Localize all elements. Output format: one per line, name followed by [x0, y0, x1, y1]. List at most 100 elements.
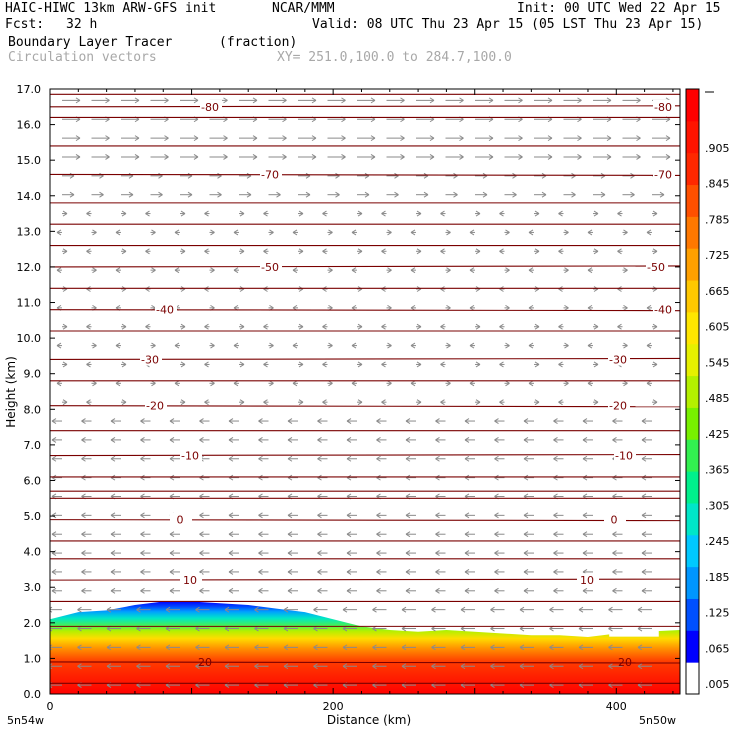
vector-arrowhead [623, 267, 628, 274]
vector-arrowhead [69, 191, 75, 198]
vector-arrowhead [416, 323, 422, 330]
vector-arrowhead [416, 399, 422, 406]
vector-arrowhead [228, 512, 234, 519]
isotherm-label: -20 [146, 400, 164, 413]
vector-arrowhead [469, 229, 475, 236]
vector-arrowhead [346, 418, 352, 424]
isotherm-label-bg [614, 448, 636, 462]
vector-arrowhead [228, 531, 234, 538]
vector-arrowhead [652, 361, 658, 368]
isotherm-line [50, 661, 680, 664]
vector-arrowhead [341, 135, 346, 142]
vector-arrowhead [287, 569, 293, 575]
vector-arrowhead [50, 644, 53, 651]
vector-arrowhead [564, 267, 569, 274]
vector-arrowhead [199, 531, 204, 538]
vector-arrowhead [317, 531, 322, 538]
vector-arrowhead [435, 512, 440, 519]
vector-arrowhead [283, 644, 289, 651]
vector-arrowhead [553, 455, 558, 462]
vector-arrowhead [239, 248, 245, 255]
vector-arrowhead [381, 323, 386, 330]
vector-arrowhead [547, 154, 553, 160]
vector-arrowhead [140, 455, 145, 462]
header-fcst-value: 32 h [66, 17, 98, 32]
colorbar-swatch [686, 152, 699, 186]
vector-arrowhead [342, 663, 348, 670]
colorbar-swatch [686, 120, 699, 154]
vector-arrowhead [488, 135, 494, 142]
vector-arrowhead [263, 210, 268, 217]
vector-arrowhead [351, 267, 357, 274]
vector-arrowhead [121, 323, 127, 330]
colorbar-swatch [686, 184, 699, 217]
vector-arrowhead [81, 512, 86, 519]
vector-arrowhead [346, 569, 352, 575]
vector-arrowhead [51, 436, 57, 443]
header-valid: Valid: 08 UTC Thu 23 Apr 15 (05 LST Thu … [312, 17, 704, 32]
isotherm-line [50, 173, 680, 176]
vector-arrowhead [469, 342, 475, 349]
vector-arrowhead [429, 97, 435, 104]
vector-arrowhead [400, 154, 405, 160]
colorbar-swatch [686, 534, 699, 568]
vector-arrowhead [328, 229, 333, 236]
vector-arrowhead [475, 210, 481, 217]
vector-arrowhead [258, 512, 263, 519]
vector-arrowhead [547, 97, 553, 104]
isotherm-label-bg [140, 352, 162, 366]
vector-arrowhead [459, 97, 464, 104]
vector-arrowhead [199, 550, 204, 556]
isotherm-label: 0 [611, 514, 618, 527]
vector-arrowhead [287, 436, 293, 443]
vector-arrowhead [287, 418, 293, 424]
vector-arrowhead [494, 418, 499, 424]
vector-arrowhead [623, 342, 628, 349]
vector-arrowhead [372, 663, 377, 670]
vector-arrowhead [165, 606, 171, 613]
vector-arrowhead [519, 644, 525, 651]
x-end-label-right: 5n50w [639, 714, 676, 727]
vector-arrowhead [499, 399, 504, 406]
vector-arrowhead [75, 154, 81, 160]
vector-arrowhead [51, 587, 57, 594]
vector-arrowhead [56, 342, 62, 349]
vector-arrowhead [652, 323, 658, 330]
vector-arrowhead [287, 587, 293, 594]
vector-arrowhead [210, 342, 215, 349]
vector-arrowhead [464, 569, 470, 575]
vector-arrowhead [490, 606, 495, 613]
isotherm-labels: -80 -80 -70 -70 -50 -50 -40 -40 -30 -30 -20 -20 -10 -… [140, 99, 675, 669]
vector-arrowhead [578, 606, 584, 613]
vector-arrowhead [269, 342, 274, 349]
vector-arrowhead [512, 191, 517, 198]
vector-arrowhead [582, 587, 588, 594]
vector-arrowhead [51, 569, 57, 575]
vector-arrowhead [151, 342, 156, 349]
vector-arrowhead [351, 229, 357, 236]
isotherm-label: -30 [609, 353, 627, 366]
vector-arrowhead [523, 418, 529, 424]
y-tick-label: 4.0 [24, 546, 42, 559]
vector-arrowhead [528, 267, 534, 274]
vector-arrowhead [593, 323, 599, 330]
vector-arrowhead [258, 587, 263, 594]
isotherm-label: -80 [201, 101, 219, 114]
vector-arrowhead [416, 210, 422, 217]
vector-arrowhead [523, 569, 529, 575]
vector-arrowhead [283, 606, 289, 613]
vector-arrowhead [99, 191, 104, 198]
isotherm-line [50, 105, 680, 108]
vector-arrowhead [523, 587, 529, 594]
vector-arrowhead [110, 531, 116, 538]
vector-arrowhead [140, 418, 145, 424]
isotherm-label-bg [260, 167, 282, 181]
vector-arrowhead [50, 606, 53, 613]
vector-arrowhead [50, 663, 53, 670]
vector-arrowhead [405, 512, 411, 519]
vector-arrowhead [62, 361, 68, 368]
isotherm-label: -10 [615, 450, 633, 463]
vector-arrowhead [405, 436, 411, 443]
vector-arrowhead [342, 644, 348, 651]
vector-arrowhead [564, 229, 569, 236]
